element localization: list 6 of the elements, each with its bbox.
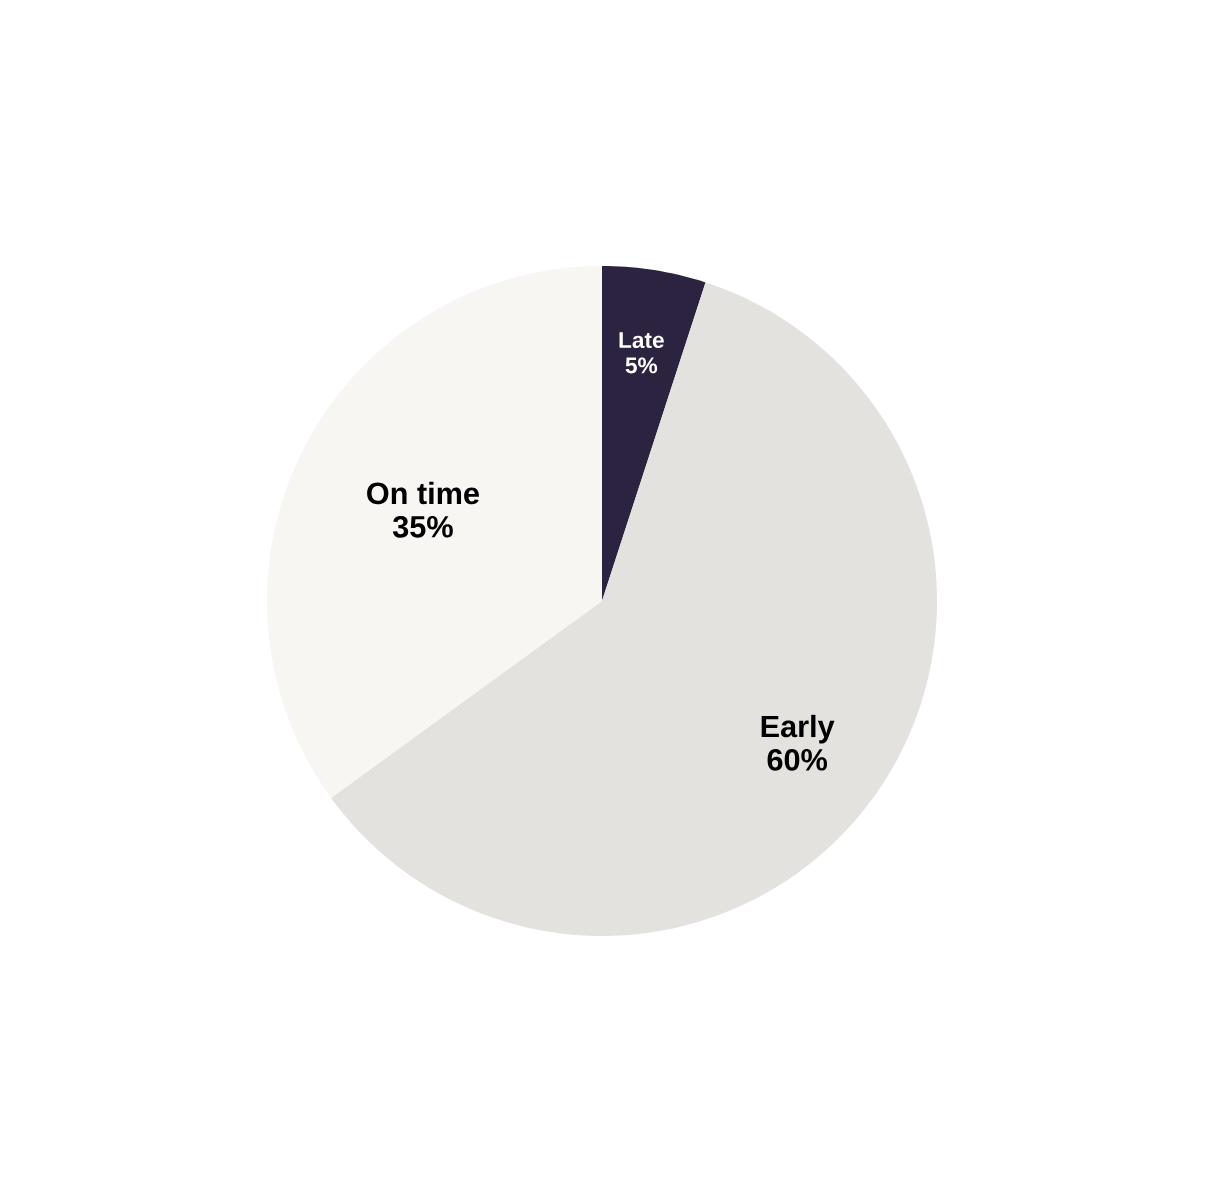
data-label: 5% (625, 357, 658, 374)
data-label: 35% (392, 515, 453, 538)
slice-label: On time (367, 481, 479, 505)
slice-label: Early (761, 714, 835, 744)
data-label: 60% (767, 748, 828, 771)
slice-label: Late (619, 332, 664, 349)
